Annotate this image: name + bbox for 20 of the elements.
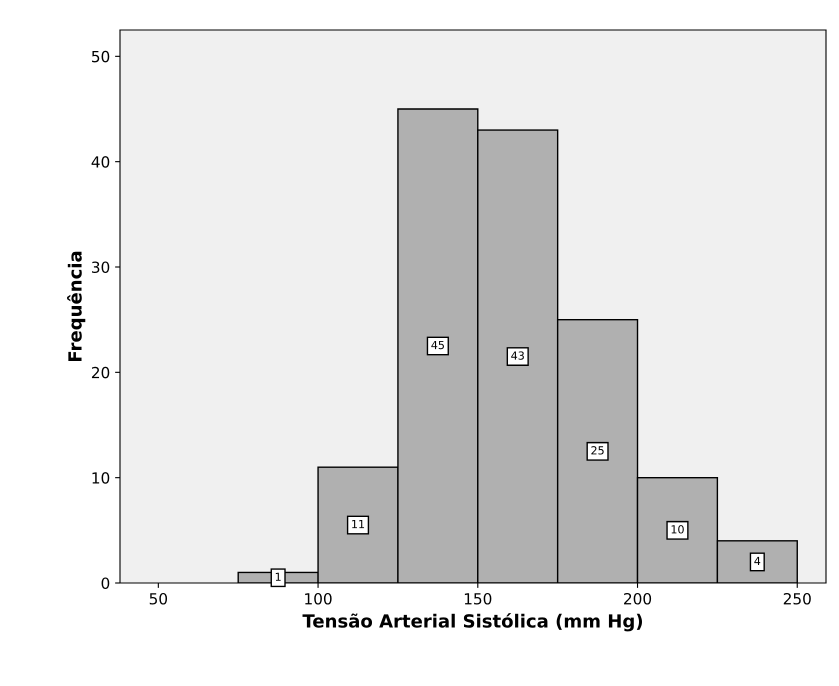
data-label: 43: [511, 351, 524, 360]
data-label: 1: [276, 572, 281, 581]
data-label: 45: [431, 340, 444, 350]
data-label: 25: [591, 446, 604, 455]
y-tick-label: 50: [92, 50, 110, 62]
x-axis-title: Tensão Arterial Sistólica (mm Hg): [302, 613, 642, 632]
x-tick-label: 200: [624, 592, 652, 605]
y-tick-label: 20: [92, 366, 110, 378]
data-label: 11: [352, 520, 364, 528]
x-tick-label: 150: [464, 592, 492, 605]
y-tick-label: 40: [92, 156, 110, 168]
y-tick-label: 30: [92, 261, 110, 274]
data-label: 10: [672, 525, 684, 534]
y-axis-title: Frequência: [67, 252, 86, 361]
x-tick-label: 250: [784, 592, 811, 605]
x-tick-label: 100: [305, 592, 332, 605]
data-label: 4: [754, 556, 760, 565]
x-tick-label: 50: [150, 592, 168, 605]
y-tick-label: 10: [92, 472, 110, 484]
y-tick-label: 0: [102, 577, 110, 590]
